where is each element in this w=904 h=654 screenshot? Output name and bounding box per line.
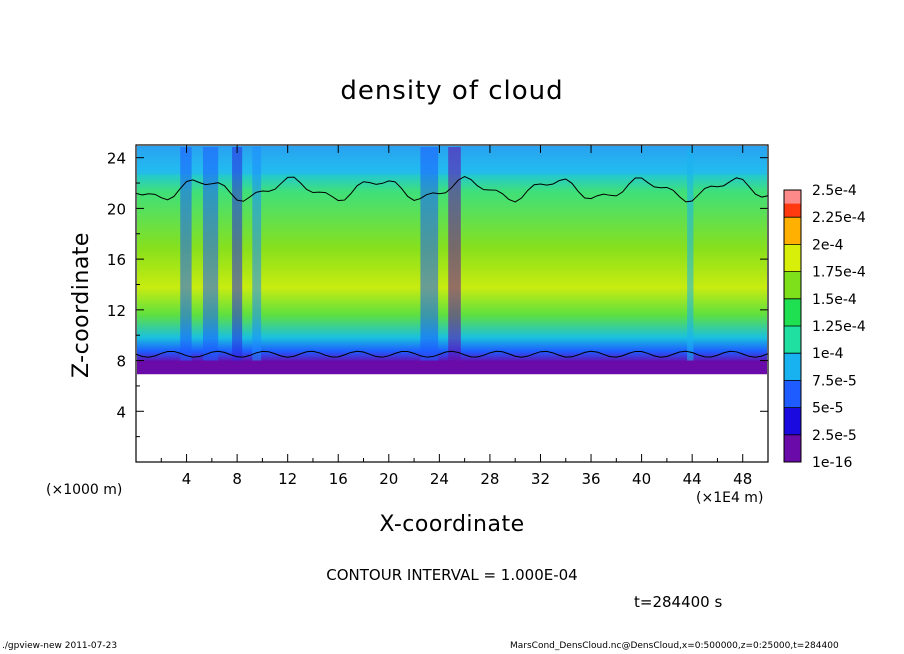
- x-tick-label-16: 16: [329, 470, 348, 488]
- x-axis: 4 8 12 16 20 24 28 32 36 40 44 48: [160, 145, 752, 488]
- footer-right-text: MarsCond_DensCloud.nc@DensCloud,x=0:5000…: [510, 641, 839, 651]
- x-tick-label-20: 20: [379, 470, 398, 488]
- colorbar-label-3: 7.5e-5: [812, 373, 857, 389]
- plume-4: [420, 147, 439, 366]
- plume-5: [448, 147, 461, 366]
- x-tick-label-40: 40: [632, 470, 651, 488]
- plume-3: [252, 147, 262, 366]
- colorbar-swatch-4: [784, 326, 801, 354]
- time-label: t=284400 s: [634, 593, 723, 611]
- x-tick-label-44: 44: [683, 470, 702, 488]
- x-tick-label-32: 32: [531, 470, 550, 488]
- colorbar-label-10: 2.5e-4: [812, 183, 857, 199]
- contour-lower: [135, 350, 769, 358]
- y-tick-label-24: 24: [107, 150, 126, 168]
- plume-6: [687, 147, 694, 366]
- plume-2: [232, 147, 243, 366]
- x-tick-label-48: 48: [733, 470, 752, 488]
- colorbar-label-9: 2.25e-4: [812, 210, 866, 226]
- footer-left-text: ./gpview-new 2011-07-23: [2, 641, 118, 651]
- colorbar-swatch-2: [784, 380, 801, 408]
- x-tick-label-28: 28: [480, 470, 499, 488]
- x-tick-label-4: 4: [182, 470, 192, 488]
- x-unit-label: (×1E4 m): [696, 490, 764, 506]
- colorbar-swatch-3: [784, 353, 801, 381]
- colorbar-swatch-top: [784, 190, 801, 204]
- colorbar-label-6: 1.5e-4: [812, 292, 857, 308]
- contour-lines: [135, 175, 769, 358]
- y-unit-label: (×1000 m): [46, 482, 123, 498]
- plume-0: [180, 147, 192, 366]
- colorbar-label-8: 2e-4: [812, 237, 844, 253]
- colorbar-swatch-8: [784, 217, 801, 245]
- colorbar-label-7: 1.75e-4: [812, 265, 866, 281]
- y-tick-label-12: 12: [107, 302, 126, 320]
- y-tick-label-4: 4: [116, 403, 126, 421]
- y-tick-label-20: 20: [107, 200, 126, 218]
- plume-1: [202, 147, 219, 366]
- contour-interval-label: CONTOUR INTERVAL = 1.000E-04: [326, 566, 578, 584]
- chart-title: density of cloud: [340, 76, 564, 106]
- cloud-base: [137, 360, 767, 374]
- x-tick-label-8: 8: [232, 470, 242, 488]
- y-tick-label-8: 8: [116, 353, 126, 371]
- colorbar: 1e-16 2.5e-5 5e-5 7.5e-5 1e-4 1.25e-4 1.5e-4 1.…: [783, 183, 866, 471]
- y-axis: 4 8 12 16 20 24: [107, 150, 768, 438]
- x-tick-label-36: 36: [581, 470, 600, 488]
- y-tick-label-16: 16: [107, 251, 126, 269]
- x-axis-label: X-coordinate: [379, 512, 525, 537]
- colorbar-label-1: 2.5e-5: [812, 428, 857, 444]
- colorbar-label-0: 1e-16: [812, 455, 852, 471]
- colorbar-label-5: 1.25e-4: [812, 319, 866, 335]
- density-field: [137, 146, 767, 375]
- x-tick-label-12: 12: [278, 470, 297, 488]
- colorbar-swatch-5: [784, 298, 801, 326]
- colorbar-swatch-6: [784, 271, 801, 299]
- x-tick-label-24: 24: [430, 470, 449, 488]
- colorbar-swatch-7: [784, 244, 801, 272]
- colorbar-label-4: 1e-4: [812, 346, 844, 362]
- contour-upper: [135, 175, 769, 203]
- colorbar-swatch-0: [784, 434, 801, 462]
- colorbar-swatch-1: [784, 407, 801, 435]
- colorbar-label-2: 5e-5: [812, 401, 843, 417]
- plot-frame: [135, 144, 769, 463]
